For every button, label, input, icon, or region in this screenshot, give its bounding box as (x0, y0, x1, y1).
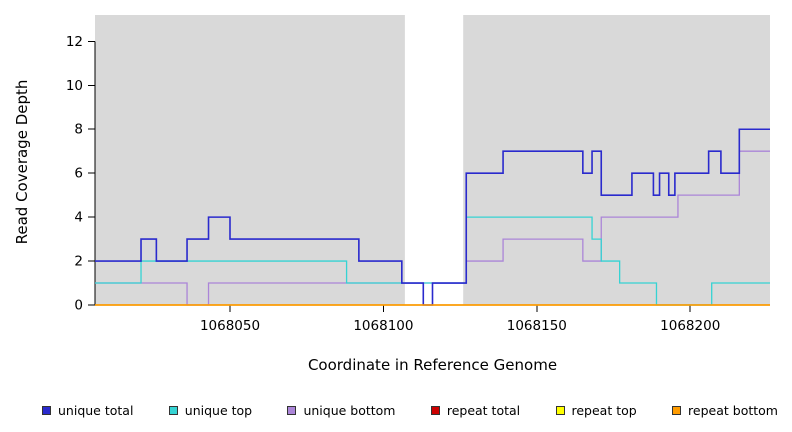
y-tick-label: 8 (74, 122, 83, 138)
y-tick-label: 2 (74, 254, 83, 270)
legend-label: repeat top (571, 402, 637, 418)
x-tick-label: 1068050 (200, 318, 260, 334)
legend-item-repeat-total: repeat total (430, 402, 521, 418)
legend-swatch-icon (555, 405, 565, 415)
shaded-region (95, 15, 405, 305)
y-tick-label: 6 (74, 166, 83, 182)
legend-label: unique top (184, 402, 253, 418)
legend-label: repeat total (446, 402, 521, 418)
y-tick-label: 0 (74, 298, 83, 314)
legend-label: unique total (58, 402, 134, 418)
x-axis-title: Coordinate in Reference Genome (307, 356, 558, 374)
x-tick-label: 1068100 (353, 318, 413, 334)
legend-swatch-icon (287, 405, 297, 415)
series-line-unique-total (95, 128, 770, 306)
legend-item-unique-bottom: unique bottom (287, 402, 396, 418)
legend-label: repeat bottom (688, 402, 778, 418)
legend-swatch-icon (672, 405, 682, 415)
legend-swatch-icon (42, 405, 51, 415)
x-tick-label: 1068200 (660, 318, 720, 334)
legend-item-unique-total: unique total (42, 403, 133, 418)
legend-swatch-icon (168, 405, 178, 415)
chart-legend: unique total unique top unique bottom repea… (42, 398, 778, 422)
legend-item-repeat-top: repeat top (555, 402, 637, 418)
legend-item-unique-top: unique top (168, 402, 253, 418)
y-tick-label: 4 (74, 210, 83, 226)
y-tick-label: 10 (66, 78, 83, 94)
legend-label: unique bottom (303, 402, 396, 418)
shaded-region (463, 15, 770, 305)
legend-item-repeat-bottom: repeat bottom (672, 403, 778, 418)
y-tick-label: 12 (66, 34, 83, 50)
y-axis-title: Read Coverage Depth (13, 79, 31, 245)
x-tick-label: 1068150 (507, 318, 567, 334)
legend-swatch-icon (430, 405, 440, 415)
